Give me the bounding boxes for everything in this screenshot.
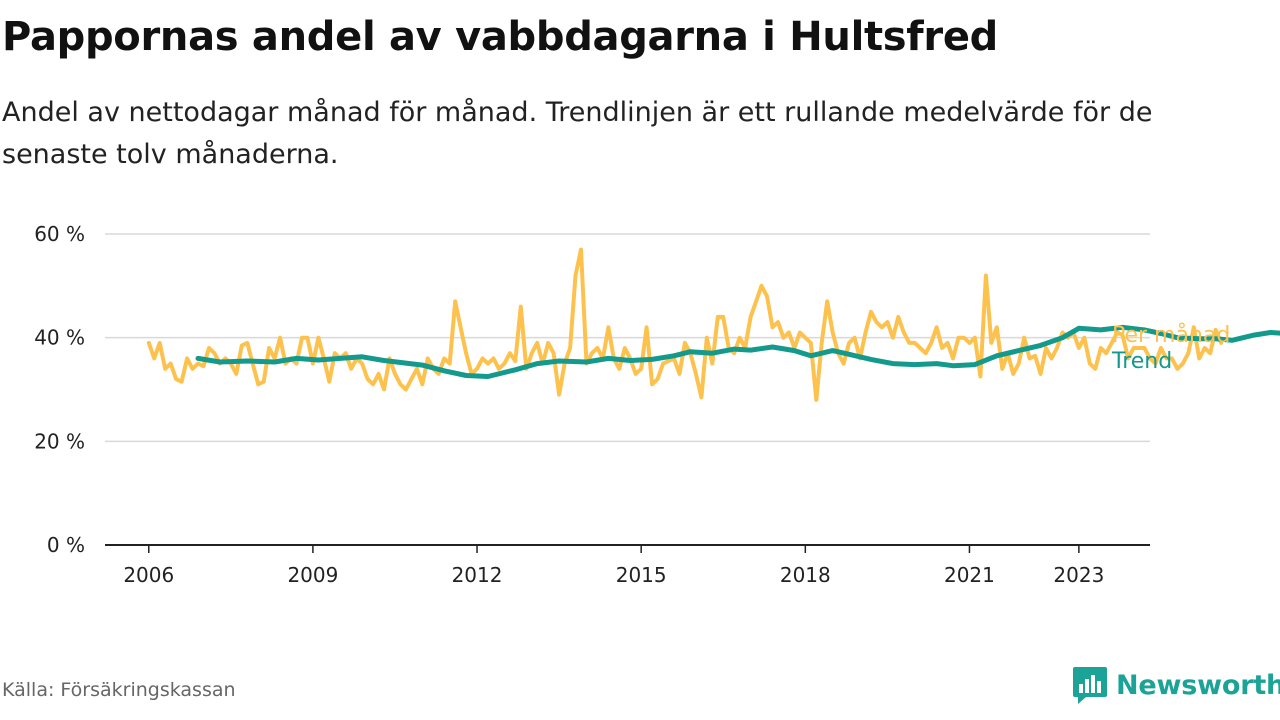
line-chart: 0 % 20 % 40 % 60 % 2006 2009 2012 2015 2018 2021… (34, 222, 1280, 587)
chart-title: Pappornas andel av vabbdagarna i Hultsfr… (2, 14, 998, 60)
source-note: Källa: Försäkringskassan (2, 679, 236, 701)
x-tick-label: 2012 (452, 563, 503, 587)
series-line-per-manad (146, 247, 1224, 402)
x-tick-label: 2021 (944, 563, 995, 587)
x-axis: 2006 2009 2012 2015 2018 2021 2023 (105, 544, 1150, 587)
x-tick-label: 2023 (1053, 563, 1104, 587)
y-axis-labels: 0 % 20 % 40 % 60 % (34, 222, 85, 557)
brand-name: Newsworthy (1116, 669, 1280, 701)
x-tick-label: 2018 (780, 563, 831, 587)
series-label-per-manad: Per månad (1112, 322, 1230, 348)
series-line-trend (195, 324, 1280, 379)
y-tick-label: 60 % (34, 222, 85, 246)
y-tick-label: 0 % (47, 533, 85, 557)
series-label-trend: Trend (1111, 349, 1172, 374)
bar-chart-logo-icon (1073, 667, 1107, 704)
brand-logo: Newsworthy (1072, 664, 1280, 706)
x-tick-label: 2015 (616, 563, 667, 587)
y-tick-label: 20 % (34, 429, 85, 453)
x-tick-label: 2006 (123, 563, 174, 587)
x-tick-label: 2009 (287, 563, 338, 587)
series-lines (146, 247, 1280, 402)
y-tick-label: 40 % (34, 326, 85, 350)
chart-subtitle: Andel av nettodagar månad för månad. Tre… (2, 97, 1153, 170)
